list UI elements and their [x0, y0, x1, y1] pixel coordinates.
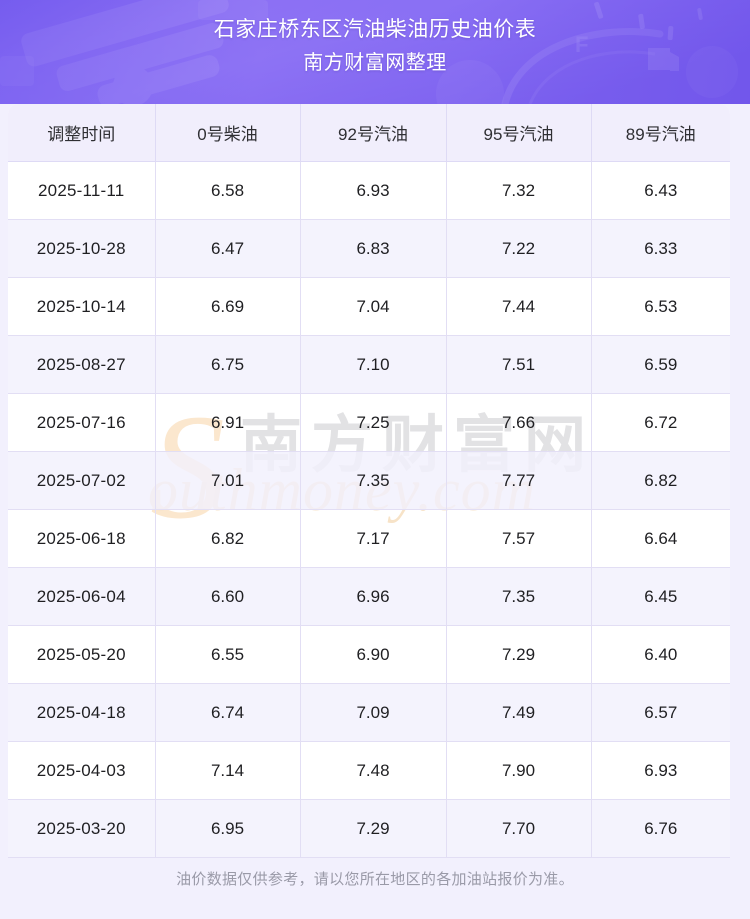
- table-body: 2025-11-11 6.58 6.93 7.32 6.43 2025-10-2…: [8, 161, 730, 858]
- column-header-petrol-95: 95号汽油: [446, 104, 592, 162]
- cell-petrol-92: 7.04: [300, 277, 447, 336]
- table-row: 2025-04-03 7.14 7.48 7.90 6.93: [8, 741, 730, 800]
- cell-petrol-89: 6.93: [591, 741, 730, 800]
- cell-petrol-89: 6.76: [591, 799, 730, 858]
- cell-diesel-0: 6.74: [155, 683, 301, 742]
- cell-petrol-89: 6.57: [591, 683, 730, 742]
- table-row: 2025-06-18 6.82 7.17 7.57 6.64: [8, 509, 730, 568]
- cell-petrol-92: 7.17: [300, 509, 447, 568]
- fuel-price-table: 调整时间 0号柴油 92号汽油 95号汽油 89号汽油 2025-11-11 6…: [8, 104, 730, 858]
- table-row: 2025-10-14 6.69 7.04 7.44 6.53: [8, 277, 730, 336]
- cell-petrol-89: 6.43: [591, 161, 730, 220]
- cell-petrol-92: 7.25: [300, 393, 447, 452]
- cell-diesel-0: 6.69: [155, 277, 301, 336]
- cell-petrol-89: 6.45: [591, 567, 730, 626]
- cell-date: 2025-07-16: [8, 393, 156, 452]
- cell-petrol-95: 7.66: [446, 393, 592, 452]
- cell-date: 2025-08-27: [8, 335, 156, 394]
- cell-petrol-95: 7.44: [446, 277, 592, 336]
- cell-petrol-92: 7.09: [300, 683, 447, 742]
- cell-diesel-0: 6.47: [155, 219, 301, 278]
- column-header-petrol-89: 89号汽油: [591, 104, 730, 162]
- table-row: 2025-07-02 7.01 7.35 7.77 6.82: [8, 451, 730, 510]
- cell-petrol-95: 7.57: [446, 509, 592, 568]
- cell-petrol-89: 6.33: [591, 219, 730, 278]
- table-row: 2025-10-28 6.47 6.83 7.22 6.33: [8, 219, 730, 278]
- cell-petrol-89: 6.82: [591, 451, 730, 510]
- cell-diesel-0: 6.60: [155, 567, 301, 626]
- cell-petrol-89: 6.40: [591, 625, 730, 684]
- cell-petrol-95: 7.77: [446, 451, 592, 510]
- cell-date: 2025-06-04: [8, 567, 156, 626]
- table-header-row: 调整时间 0号柴油 92号汽油 95号汽油 89号汽油: [8, 104, 730, 162]
- cell-petrol-95: 7.90: [446, 741, 592, 800]
- page-header: F 石家庄桥东区汽油柴油历史油价表 南方财富网整理: [0, 0, 750, 104]
- cell-petrol-92: 6.93: [300, 161, 447, 220]
- header-text-block: 石家庄桥东区汽油柴油历史油价表 南方财富网整理: [0, 0, 750, 80]
- page-subtitle: 南方财富网整理: [303, 52, 447, 74]
- cell-petrol-95: 7.32: [446, 161, 592, 220]
- cell-date: 2025-06-18: [8, 509, 156, 568]
- cell-petrol-92: 6.96: [300, 567, 447, 626]
- cell-diesel-0: 7.14: [155, 741, 301, 800]
- cell-date: 2025-05-20: [8, 625, 156, 684]
- cell-petrol-89: 6.72: [591, 393, 730, 452]
- cell-date: 2025-10-14: [8, 277, 156, 336]
- cell-diesel-0: 6.95: [155, 799, 301, 858]
- cell-petrol-95: 7.70: [446, 799, 592, 858]
- cell-date: 2025-10-28: [8, 219, 156, 278]
- cell-diesel-0: 7.01: [155, 451, 301, 510]
- cell-petrol-92: 7.35: [300, 451, 447, 510]
- cell-date: 2025-04-18: [8, 683, 156, 742]
- cell-petrol-95: 7.35: [446, 567, 592, 626]
- table-row: 2025-06-04 6.60 6.96 7.35 6.45: [8, 567, 730, 626]
- cell-petrol-92: 6.83: [300, 219, 447, 278]
- cell-petrol-92: 7.10: [300, 335, 447, 394]
- cell-petrol-95: 7.49: [446, 683, 592, 742]
- table-row: 2025-07-16 6.91 7.25 7.66 6.72: [8, 393, 730, 452]
- cell-petrol-89: 6.64: [591, 509, 730, 568]
- cell-date: 2025-04-03: [8, 741, 156, 800]
- column-header-diesel-0: 0号柴油: [155, 104, 301, 162]
- table-row: 2025-05-20 6.55 6.90 7.29 6.40: [8, 625, 730, 684]
- cell-petrol-89: 6.53: [591, 277, 730, 336]
- cell-petrol-95: 7.22: [446, 219, 592, 278]
- column-header-date: 调整时间: [8, 104, 156, 162]
- table-row: 2025-08-27 6.75 7.10 7.51 6.59: [8, 335, 730, 394]
- cell-petrol-92: 7.48: [300, 741, 447, 800]
- cell-date: 2025-11-11: [8, 161, 156, 220]
- cell-date: 2025-03-20: [8, 799, 156, 858]
- cell-diesel-0: 6.58: [155, 161, 301, 220]
- disclaimer-note: 油价数据仅供参考，请以您所在地区的各加油站报价为准。: [176, 871, 574, 888]
- cell-petrol-89: 6.59: [591, 335, 730, 394]
- cell-petrol-95: 7.51: [446, 335, 592, 394]
- cell-diesel-0: 6.82: [155, 509, 301, 568]
- cell-petrol-95: 7.29: [446, 625, 592, 684]
- cell-date: 2025-07-02: [8, 451, 156, 510]
- column-header-petrol-92: 92号汽油: [300, 104, 447, 162]
- cell-petrol-92: 6.90: [300, 625, 447, 684]
- table-row: 2025-11-11 6.58 6.93 7.32 6.43: [8, 161, 730, 220]
- price-table-container: 南方财富网 S outhmoney.com 调整时间 0号柴油 92号汽油 95…: [8, 104, 730, 858]
- header-overlay-tint: [0, 0, 750, 104]
- table-row: 2025-03-20 6.95 7.29 7.70 6.76: [8, 799, 730, 858]
- cell-diesel-0: 6.91: [155, 393, 301, 452]
- cell-petrol-92: 7.29: [300, 799, 447, 858]
- cell-diesel-0: 6.75: [155, 335, 301, 394]
- page-title: 石家庄桥东区汽油柴油历史油价表: [213, 18, 537, 41]
- table-row: 2025-04-18 6.74 7.09 7.49 6.57: [8, 683, 730, 742]
- cell-diesel-0: 6.55: [155, 625, 301, 684]
